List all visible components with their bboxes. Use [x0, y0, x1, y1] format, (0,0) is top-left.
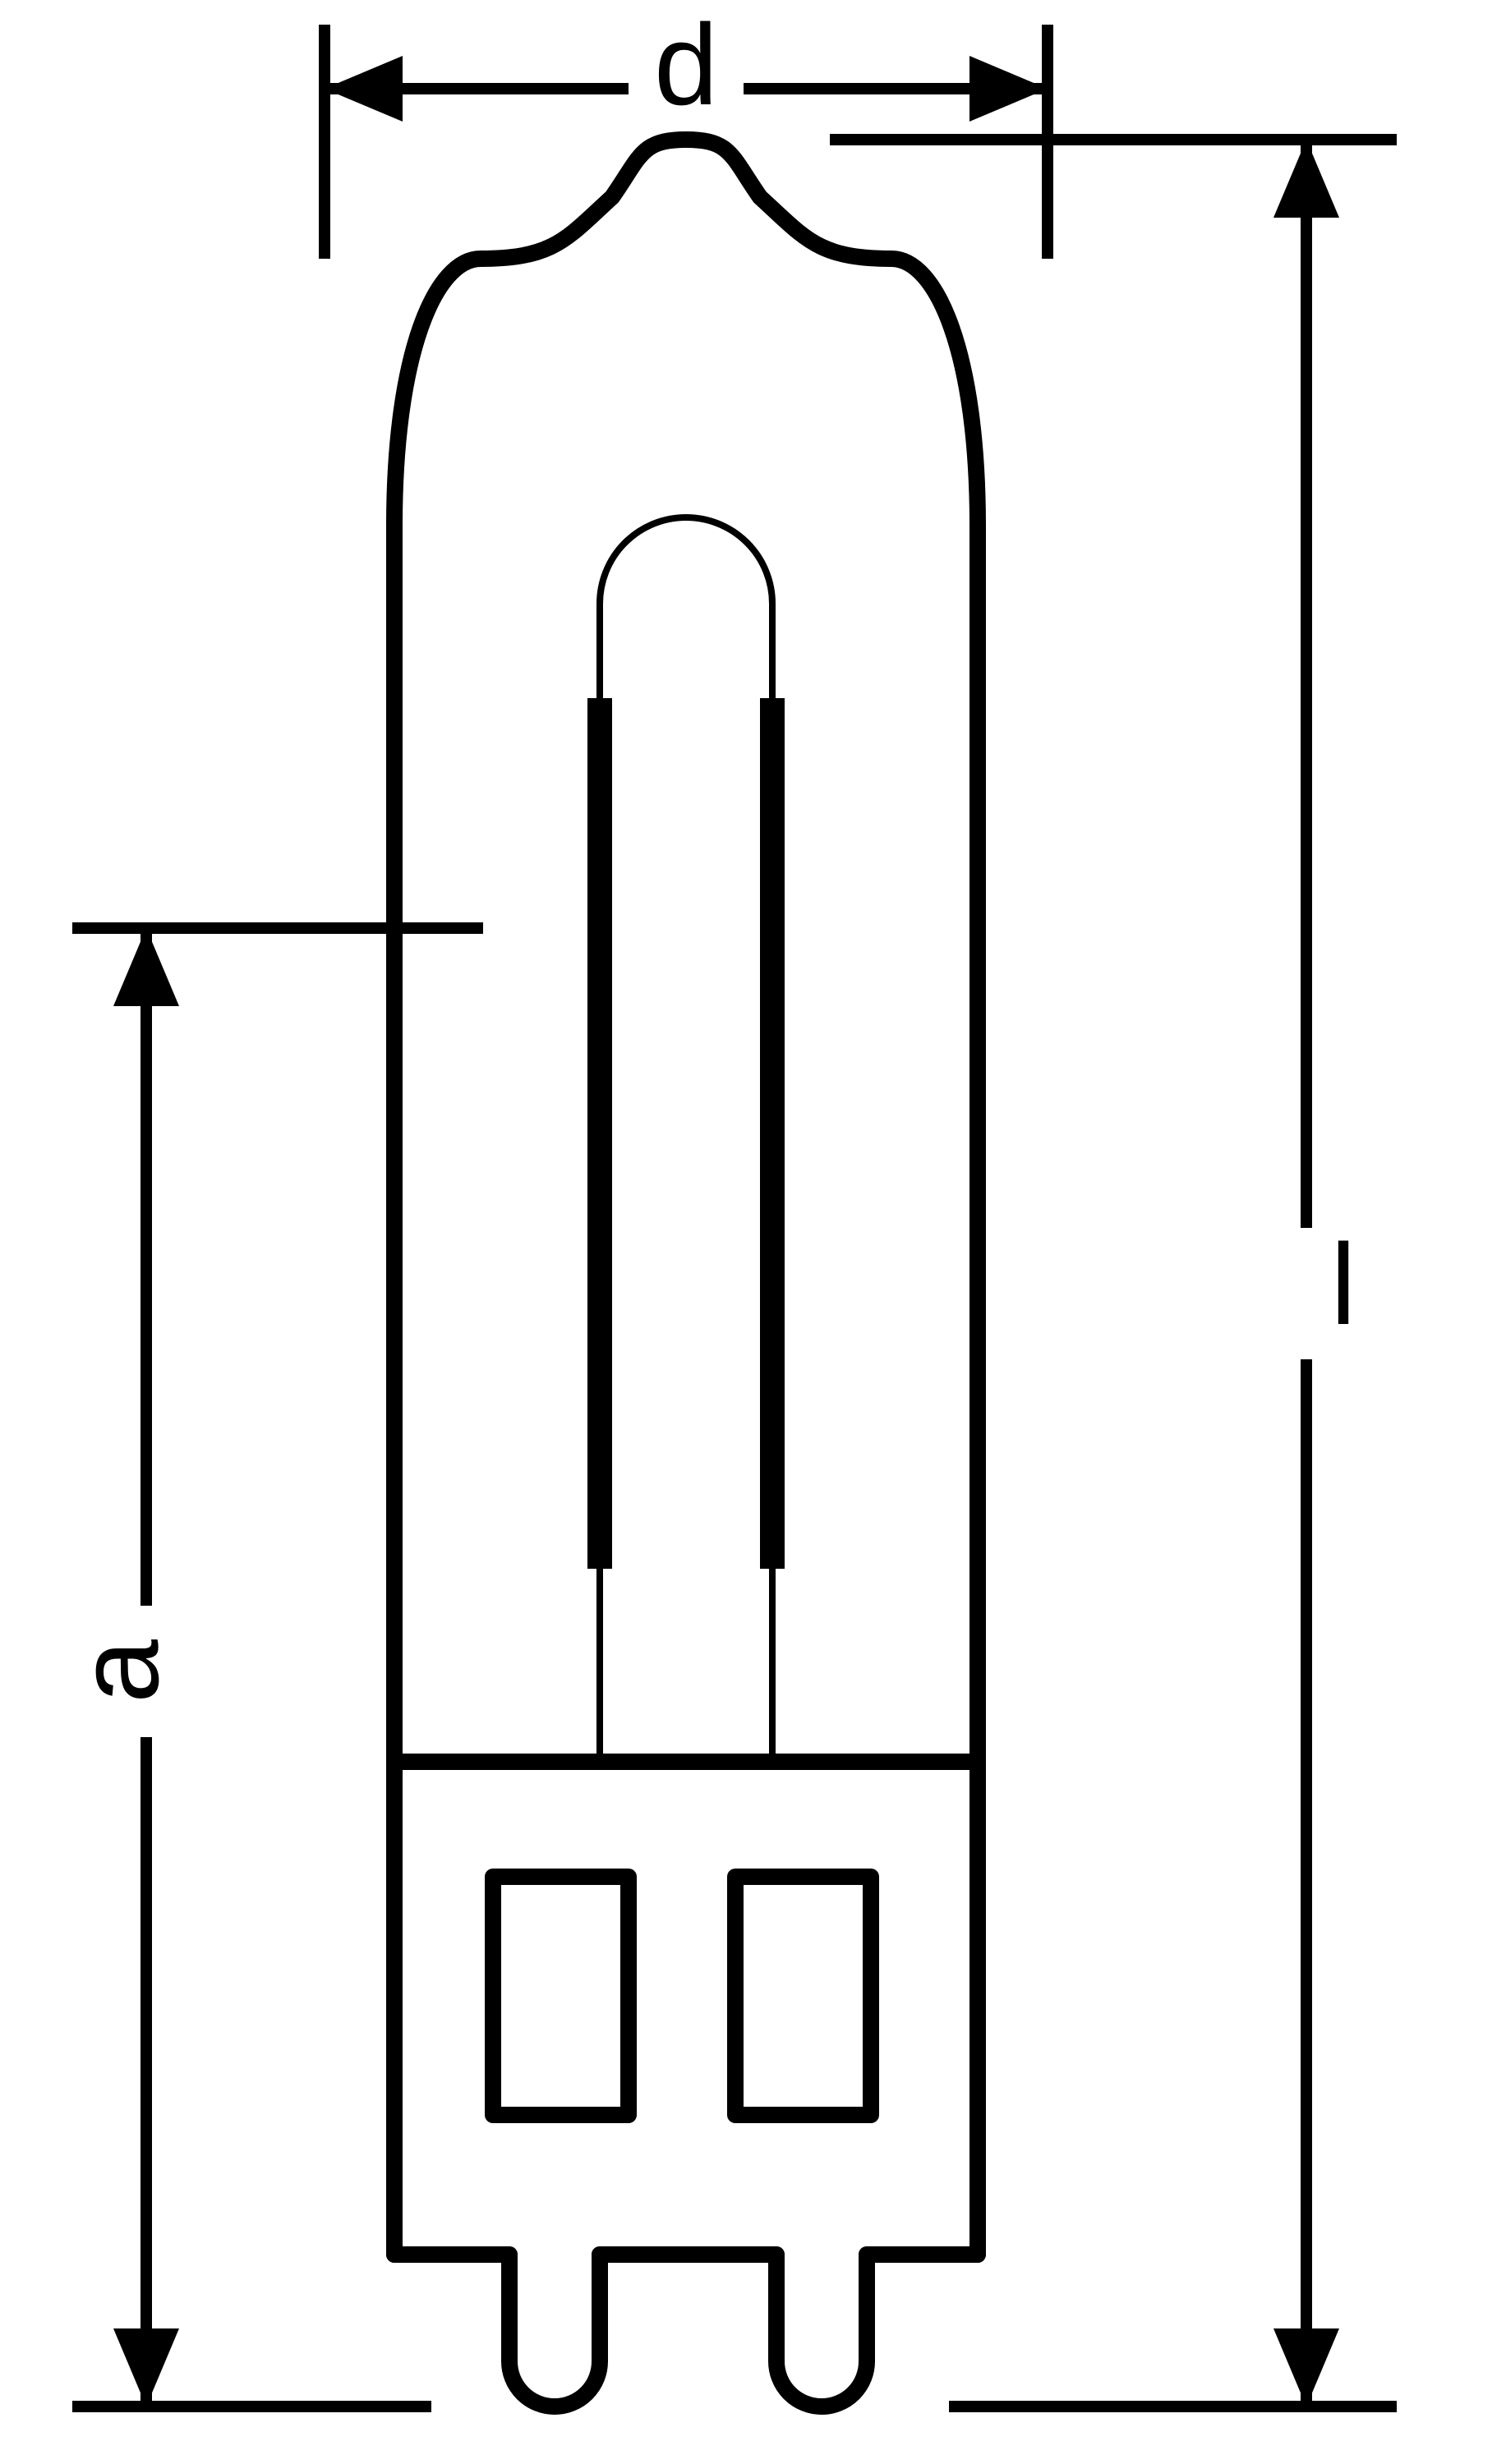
filament — [600, 517, 772, 1762]
lamp-outline — [394, 140, 978, 2407]
base-slot-1 — [493, 1877, 629, 2115]
label-l: l — [1330, 1220, 1356, 1349]
label-d: d — [654, 0, 718, 129]
dimension-d: d — [325, 0, 1048, 259]
dimension-l: l — [830, 140, 1397, 2407]
dimension-a: a — [53, 928, 483, 2407]
label-a: a — [53, 1639, 182, 1703]
base-slot-2 — [735, 1877, 871, 2115]
